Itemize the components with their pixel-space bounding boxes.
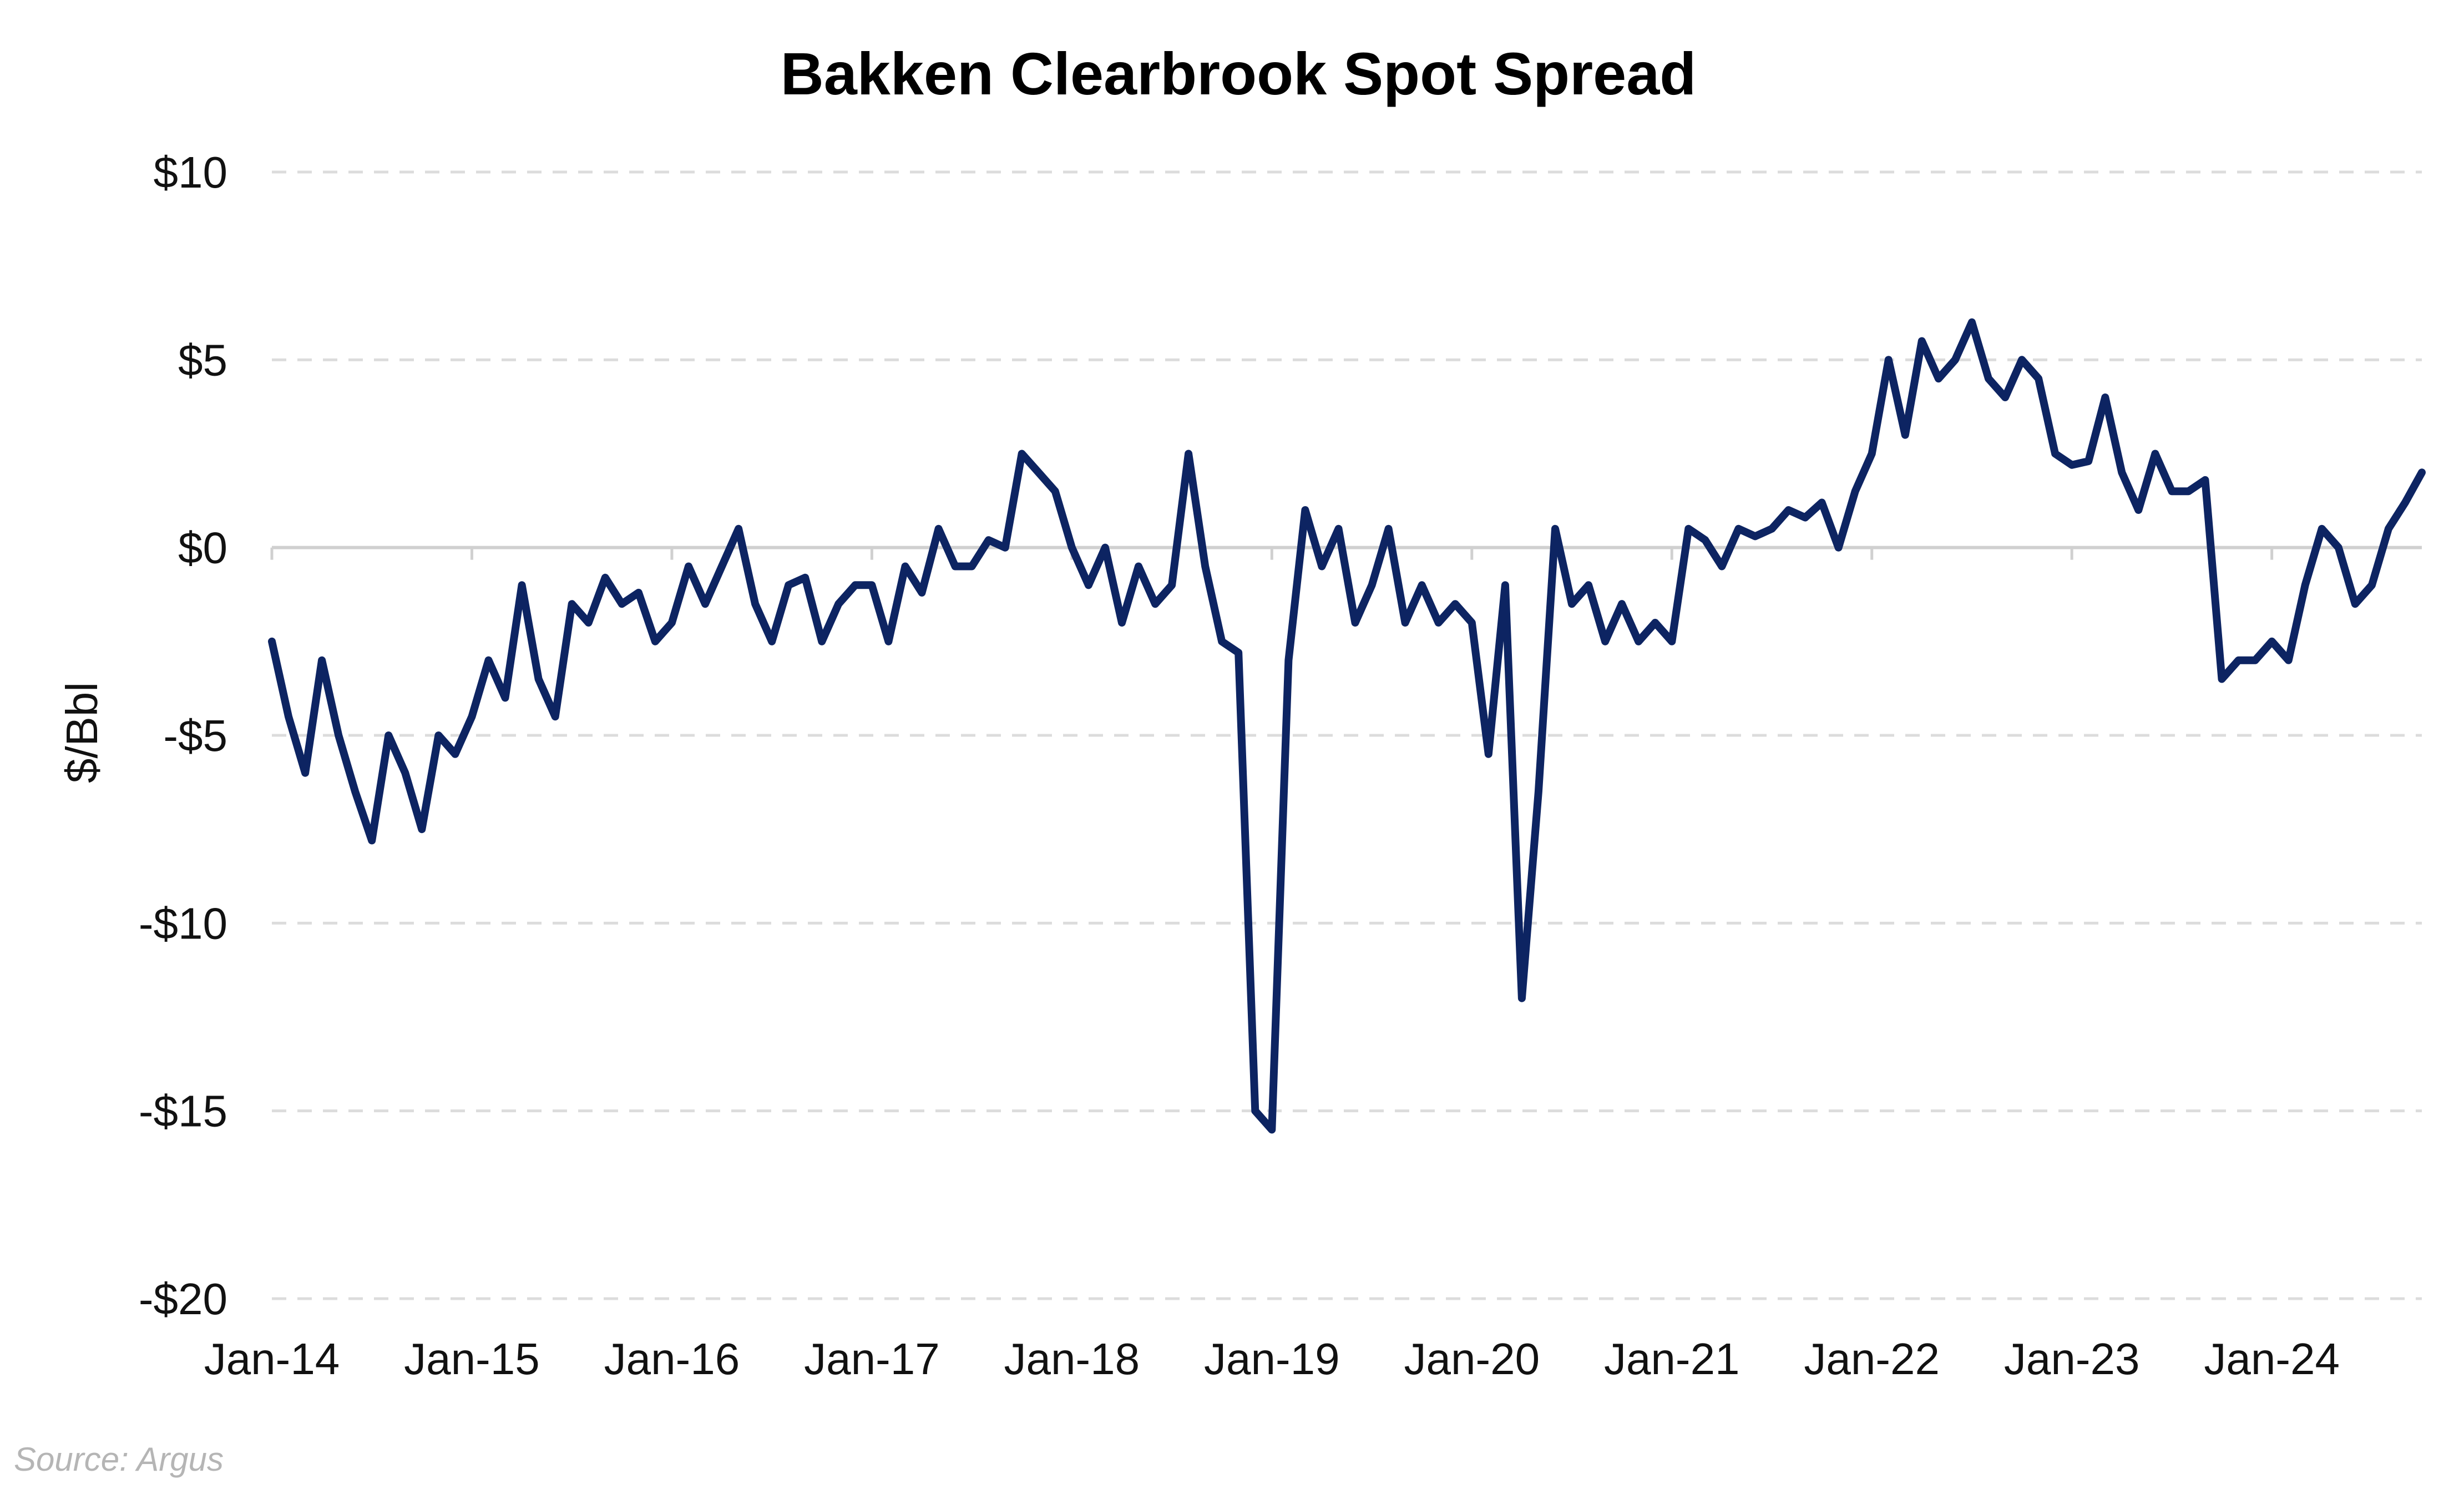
series-line (268, 318, 2426, 1134)
y-tick-label: -$20 (139, 1274, 227, 1324)
x-tick-label: Jan-17 (804, 1334, 940, 1384)
y-tick-label: -$10 (139, 899, 227, 948)
x-tick-label: Jan-14 (204, 1334, 340, 1384)
x-tick-label: Jan-20 (1404, 1334, 1540, 1384)
y-tick-label: $10 (154, 148, 227, 197)
y-axis-ticks: $10 $5 $0 -$5 -$10 -$15 -$20 (139, 148, 227, 1324)
chart-title: Bakken Clearbrook Spot Spread (781, 40, 1696, 107)
gridlines (272, 170, 2422, 1300)
x-tick-label: Jan-15 (404, 1334, 540, 1384)
x-tick-label: Jan-24 (2204, 1334, 2340, 1384)
y-tick-label: $5 (178, 335, 227, 385)
x-tick-label: Jan-23 (2004, 1334, 2140, 1384)
y-axis-label: $/Bbl (57, 682, 107, 783)
x-tick-label: Jan-22 (1804, 1334, 1940, 1384)
series-group (268, 318, 2426, 1134)
x-tick-label: Jan-16 (604, 1334, 740, 1384)
source-note: Source: Argus (14, 1441, 224, 1478)
y-tick-label: $0 (178, 523, 227, 573)
x-tick-label: Jan-18 (1004, 1334, 1140, 1384)
y-tick-label: -$15 (139, 1087, 227, 1136)
x-tick-label: Jan-19 (1204, 1334, 1340, 1384)
x-tick-label: Jan-21 (1604, 1334, 1740, 1384)
y-tick-label: -$5 (163, 711, 227, 760)
x-axis-ticks: Jan-14 Jan-15 Jan-16 Jan-17 Jan-18 Jan-19 Jan-… (204, 547, 2340, 1384)
